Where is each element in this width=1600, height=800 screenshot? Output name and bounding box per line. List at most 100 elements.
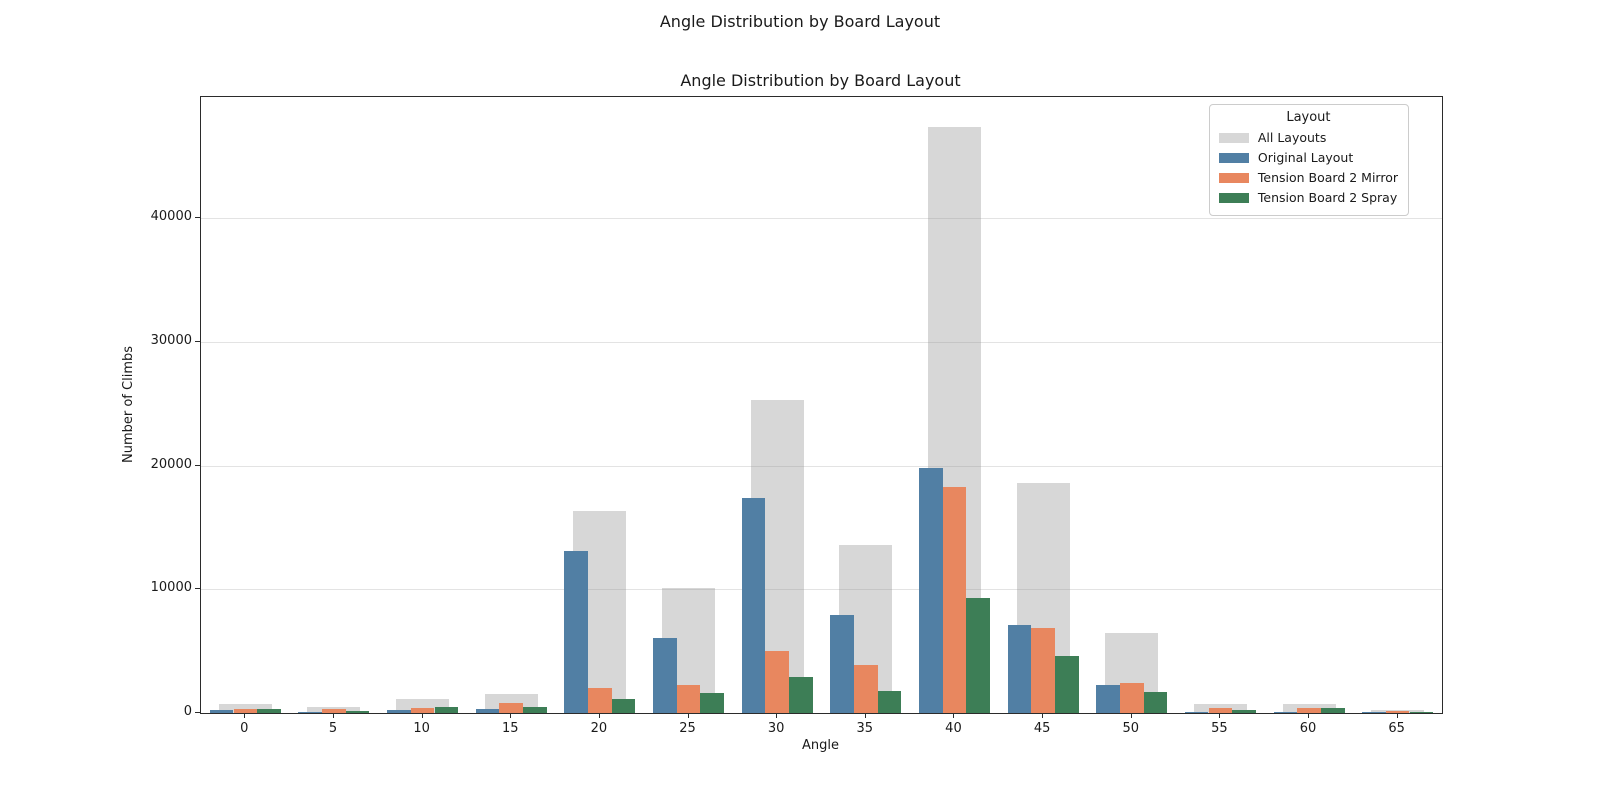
bar (1119, 683, 1144, 713)
y-tick-mark (195, 464, 200, 466)
bar (1208, 708, 1233, 713)
x-tick-label: 35 (856, 721, 874, 736)
x-tick-mark (687, 713, 689, 718)
x-tick-label: 45 (1033, 721, 1051, 736)
y-tick-label: 30000 (150, 332, 192, 348)
bar (475, 709, 500, 713)
legend-label: Original Layout (1257, 150, 1354, 165)
legend-swatch-original-layout (1218, 153, 1249, 163)
x-tick-label: 20 (590, 721, 608, 736)
bar (789, 677, 813, 713)
bar (877, 690, 902, 713)
x-tick-label: 10 (413, 721, 430, 736)
bar (676, 684, 701, 713)
x-tick-mark (421, 713, 423, 718)
legend-label: Tension Board 2 Mirror (1257, 170, 1398, 185)
x-tick-mark (1219, 713, 1221, 718)
x-tick-label: 55 (1211, 721, 1228, 736)
bar (1273, 711, 1298, 713)
y-axis-label: Number of Climbs (121, 345, 136, 463)
y-tick-mark (195, 712, 200, 713)
bar (588, 688, 612, 713)
x-tick-mark (332, 713, 334, 718)
bar (233, 708, 258, 713)
x-tick-label: 5 (328, 721, 338, 736)
bar (345, 710, 370, 713)
x-tick-label: 25 (679, 721, 696, 736)
legend-item: Tension Board 2 Mirror (1218, 168, 1398, 188)
legend-title: Layout (1286, 110, 1331, 125)
bar (1096, 684, 1120, 713)
legend-swatch-tension-board-2-mirror (1218, 173, 1249, 183)
bar (611, 698, 636, 713)
bar (854, 664, 878, 713)
legend-item: Original Layout (1218, 148, 1398, 168)
x-tick-mark (953, 713, 955, 718)
x-tick-mark (1396, 713, 1398, 718)
x-tick-mark (776, 713, 778, 718)
gridline (201, 465, 1442, 467)
bar (653, 637, 677, 713)
x-tick-label: 60 (1299, 721, 1317, 736)
bar (564, 550, 588, 713)
gridline (201, 218, 1442, 220)
x-tick-label: 30 (767, 721, 785, 736)
bar (1297, 708, 1321, 713)
x-axis-label: Angle (802, 738, 839, 753)
legend-label: All Layouts (1257, 130, 1327, 145)
y-tick-mark (195, 588, 200, 590)
bar (387, 709, 411, 713)
legend-swatch-all-layouts (1218, 133, 1249, 143)
bar (257, 709, 281, 713)
legend-label: Tension Board 2 Spray (1257, 190, 1398, 205)
bar (1320, 707, 1345, 713)
bar (1385, 711, 1410, 713)
legend-item: All Layouts (1218, 128, 1398, 148)
chart-title: Angle Distribution by Board Layout (680, 71, 961, 90)
bar (1031, 627, 1055, 713)
y-tick-label: 20000 (150, 456, 192, 472)
x-tick-mark (244, 713, 246, 718)
x-tick-mark (598, 713, 600, 718)
x-tick-label: 65 (1388, 721, 1405, 736)
legend-swatch-tension-board-2-spray (1218, 193, 1249, 203)
x-tick-mark (1308, 713, 1310, 718)
bar (1055, 656, 1079, 713)
bar (1362, 712, 1386, 713)
x-tick-label: 50 (1122, 721, 1140, 736)
legend-item: Tension Board 2 Spray (1218, 188, 1398, 208)
x-tick-mark (1042, 713, 1044, 718)
bar (1007, 625, 1032, 713)
bar (741, 497, 766, 713)
y-tick-mark (195, 217, 200, 219)
bar (1143, 691, 1168, 713)
bar (918, 468, 943, 713)
x-tick-mark (1130, 713, 1132, 718)
y-tick-label: 0 (183, 704, 192, 719)
bar (700, 692, 725, 713)
x-tick-mark (510, 713, 512, 718)
bar (765, 651, 789, 713)
gridline (201, 341, 1442, 343)
bar (298, 711, 323, 713)
bar (209, 709, 234, 713)
legend: Layout All Layouts Original Layout Tensi… (1208, 104, 1409, 216)
y-tick-mark (195, 340, 200, 342)
bar (1232, 709, 1256, 713)
bar (410, 707, 435, 713)
bar (523, 707, 547, 713)
bar (830, 615, 854, 713)
x-tick-mark (864, 713, 866, 718)
x-tick-label: 15 (501, 721, 519, 736)
bar (966, 597, 990, 713)
bar (942, 486, 967, 713)
y-tick-label: 10000 (150, 580, 192, 596)
bar (499, 703, 524, 713)
bar (322, 709, 346, 713)
y-tick-label: 40000 (150, 209, 192, 225)
bar (1184, 711, 1209, 713)
x-tick-label: 40 (945, 721, 962, 736)
gridline (201, 589, 1442, 591)
figure-suptitle: Angle Distribution by Board Layout (659, 12, 941, 31)
